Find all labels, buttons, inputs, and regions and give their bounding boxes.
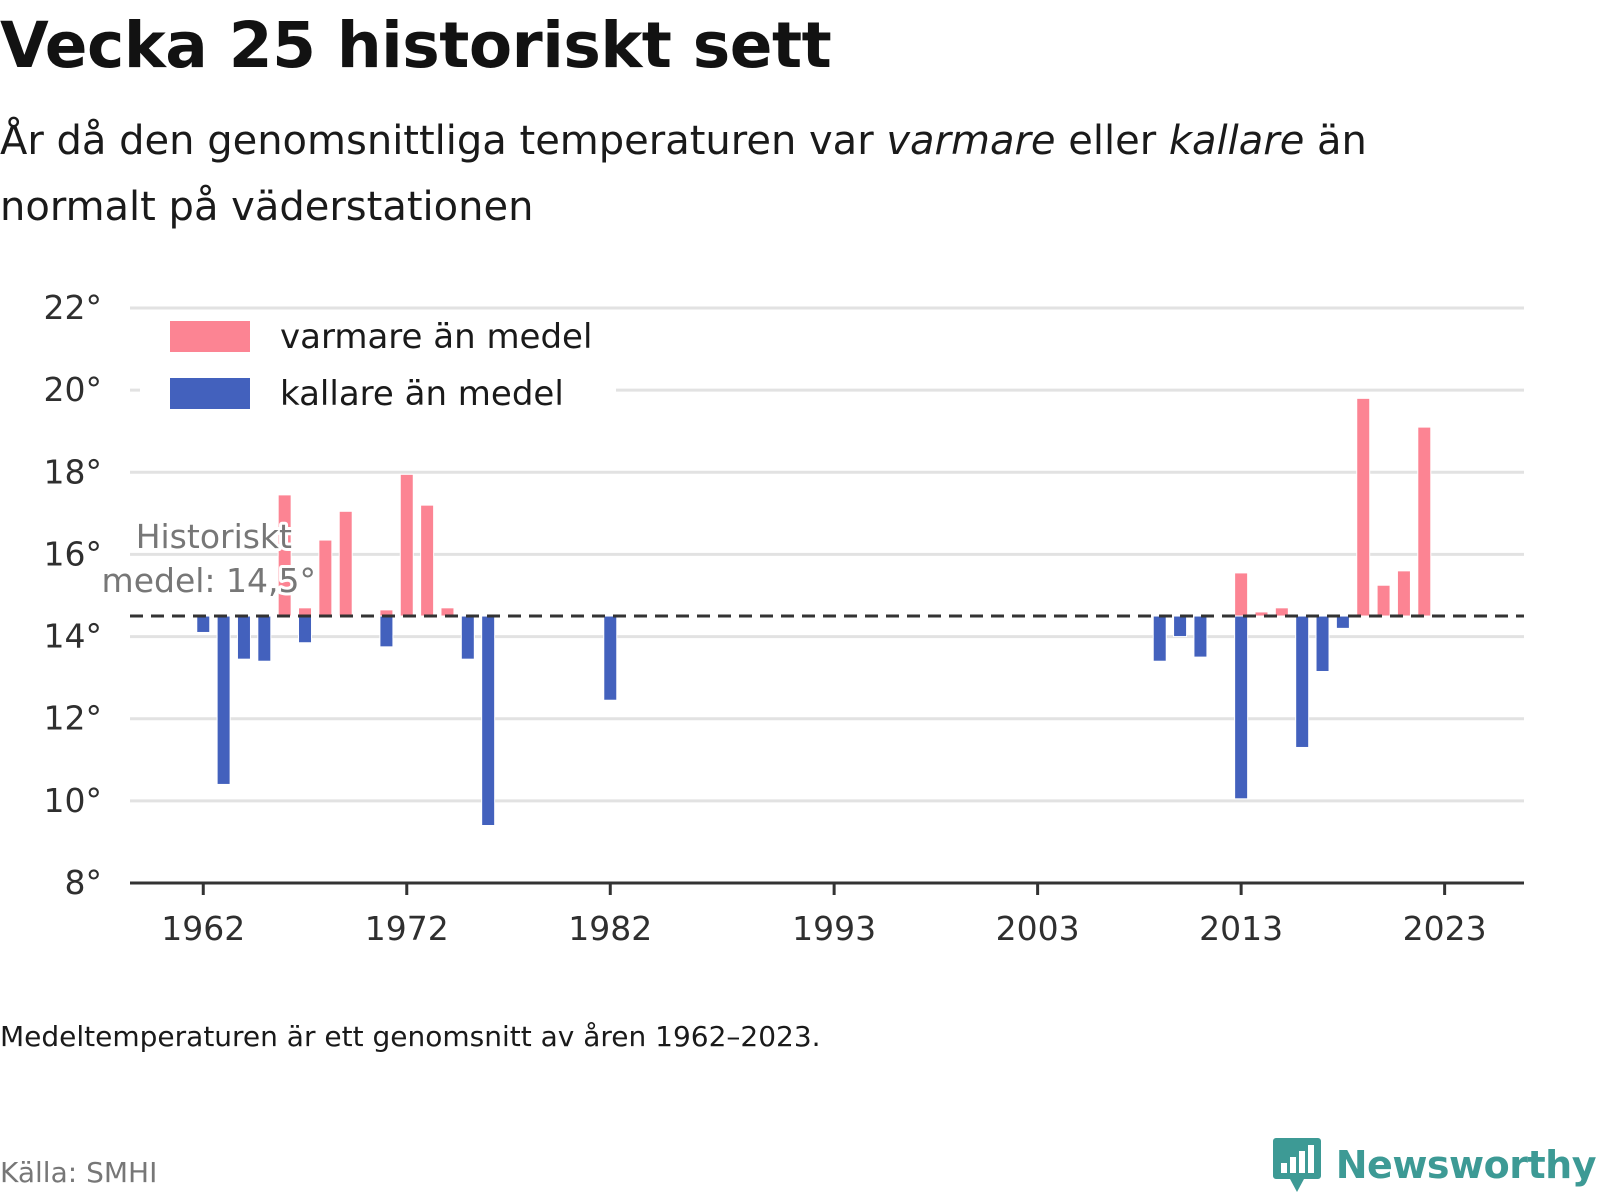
x-tick-label: 2023 <box>1403 909 1487 948</box>
bar-warm <box>1376 584 1391 617</box>
bar-cold <box>1173 615 1188 638</box>
legend: varmare än medel kallare än medel <box>140 310 616 426</box>
y-tick-label: 22° <box>44 288 103 327</box>
legend-label-warm[interactable]: varmare än medel <box>280 317 592 357</box>
y-tick-label: 20° <box>44 370 103 409</box>
bar-cold <box>379 615 394 648</box>
bar-warm <box>318 539 333 617</box>
bar-warm <box>1274 607 1289 617</box>
subtitle-text-2: eller <box>1055 118 1169 164</box>
baseline-annotation-halo: Historiskt <box>136 517 292 556</box>
bar-cold <box>481 615 496 826</box>
subtitle-emphasis-warmer: varmare <box>886 118 1056 164</box>
x-tick-label: 1982 <box>568 909 652 948</box>
bars <box>196 397 1432 826</box>
bar-cold <box>236 615 251 660</box>
bar-cold <box>216 615 231 785</box>
brand-logo[interactable]: Newsworthy <box>1272 1136 1597 1194</box>
legend-label-cold[interactable]: kallare än medel <box>280 374 564 414</box>
bar-warm <box>1417 426 1432 617</box>
legend-swatch-cold <box>170 378 250 409</box>
x-tick-label: 1993 <box>792 909 876 948</box>
bar-cold <box>1315 615 1330 672</box>
bar-warm <box>338 510 353 617</box>
y-axis-ticks: 8° 10° 12° 14° 16° 18° 20° 22° <box>44 288 103 902</box>
baseline-annotation-text: Historiskt <box>136 517 292 556</box>
source-label: Källa: SMHI <box>0 1156 158 1189</box>
chart-title: Vecka 25 historiskt sett <box>0 9 832 82</box>
bar-cold <box>603 615 618 701</box>
bar-cold <box>1335 615 1350 629</box>
baseline-annotation-text: medel: 14,5° <box>102 561 316 600</box>
bar-cold <box>257 615 272 662</box>
bar-cold <box>196 615 211 633</box>
bar-warm <box>1234 572 1249 617</box>
x-tick-label: 1972 <box>365 909 449 948</box>
x-axis: 1962 1972 1982 1993 2003 2013 2023 <box>130 881 1524 948</box>
bar-cold <box>1234 615 1249 800</box>
bar-warm <box>1356 397 1371 617</box>
y-tick-label: 12° <box>44 699 103 738</box>
bar-cold <box>1295 615 1310 748</box>
bar-cold <box>298 615 313 644</box>
x-tick-label: 2003 <box>996 909 1080 948</box>
chart-subtitle: År då den genomsnittliga temperaturen va… <box>0 108 1520 240</box>
bar-cold <box>460 615 475 660</box>
brand-name: Newsworthy <box>1335 1143 1597 1187</box>
x-tick-label: 2013 <box>1199 909 1283 948</box>
y-tick-label: 8° <box>65 863 103 902</box>
temperature-bar-chart: 8° 10° 12° 14° 16° 18° 20° 22° 1962 1972 1982 1993… <box>44 288 1524 948</box>
bar-warm <box>420 504 435 617</box>
bar-cold <box>1193 615 1208 658</box>
subtitle-text-3: än normalt på väderstationen <box>0 118 1367 230</box>
bar-warm <box>1396 570 1411 617</box>
legend-swatch-warm <box>170 321 250 352</box>
bar-cold <box>1152 615 1167 662</box>
y-tick-label: 10° <box>44 781 103 820</box>
baseline-annotation-halo: medel: 14,5° <box>102 561 316 600</box>
subtitle-emphasis-colder: kallare <box>1168 118 1305 164</box>
footnote: Medeltemperaturen är ett genomsnitt av å… <box>0 1020 821 1053</box>
bar-warm <box>399 473 414 617</box>
x-tick-label: 1962 <box>161 909 245 948</box>
bar-warm <box>1254 611 1269 617</box>
newsworthy-logo-icon <box>1272 1138 1321 1192</box>
subtitle-text-1: År då den genomsnittliga temperaturen va… <box>0 118 887 164</box>
y-tick-label: 14° <box>44 617 103 656</box>
y-tick-label: 16° <box>44 534 103 573</box>
y-tick-label: 18° <box>44 452 103 491</box>
